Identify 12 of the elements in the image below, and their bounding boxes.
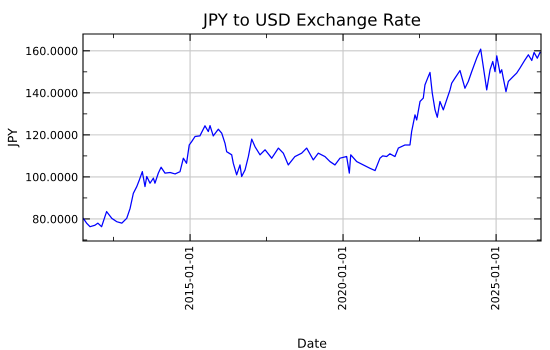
x-axis-title: Date [298, 338, 326, 348]
chart-title: JPY to USD Exchange Rate [202, 13, 420, 30]
y-tick-label: 160.0000 [26, 46, 78, 56]
y-axis-title: JPY [8, 128, 20, 148]
y-tick-label: 100.0000 [26, 172, 78, 182]
line-series [83, 48, 541, 228]
y-tick-label: 140.0000 [26, 88, 78, 98]
x-tick-label: 2025-01-01 [490, 246, 500, 310]
y-tick-label: 80.0000 [32, 214, 78, 224]
y-tick-label: 120.0000 [26, 130, 78, 140]
x-tick-label: 2020-01-01 [338, 246, 346, 310]
x-tick-label: 2015-01-01 [184, 246, 194, 310]
